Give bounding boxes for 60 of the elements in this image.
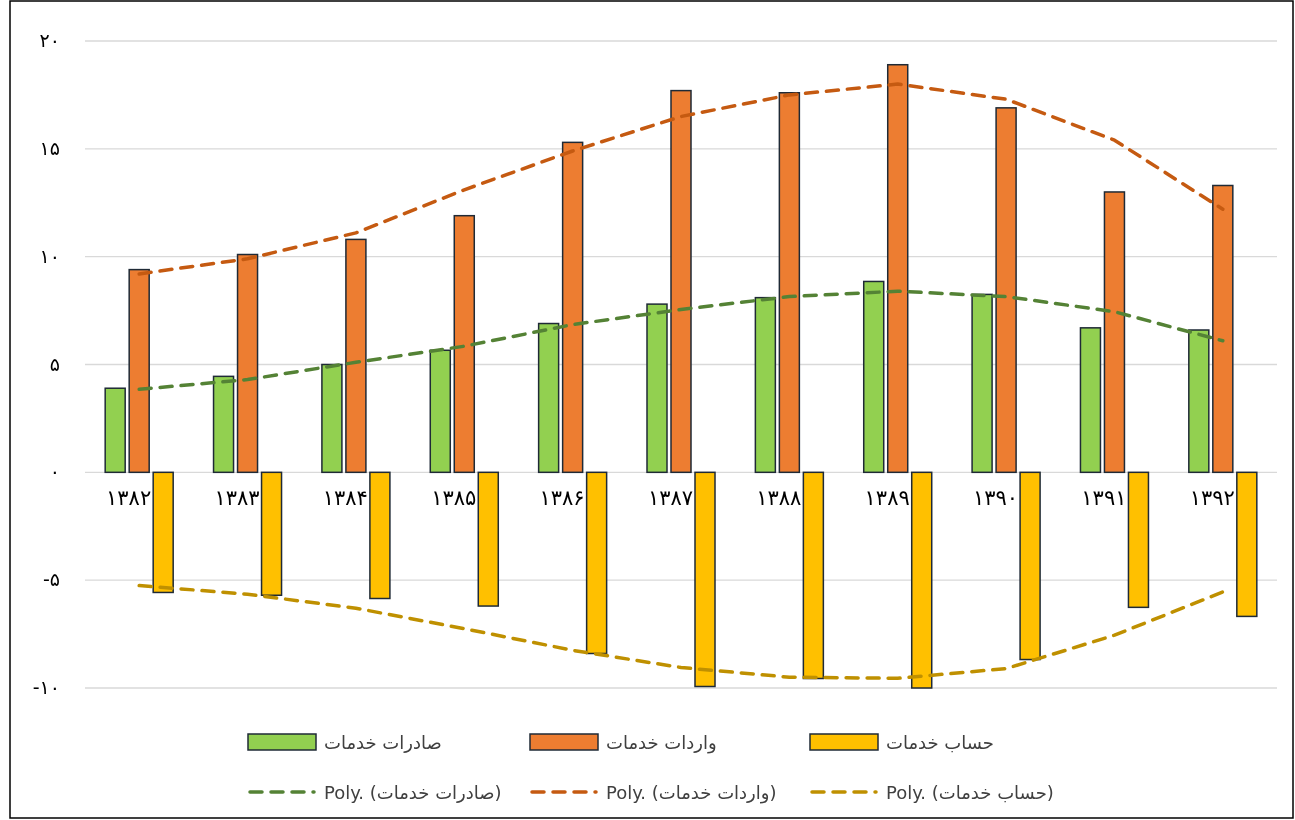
bar <box>862 280 885 474</box>
legend-label: واردات خدمات <box>606 732 717 754</box>
line-series <box>137 82 1225 276</box>
bar <box>104 387 126 474</box>
bar <box>128 268 150 474</box>
legend-label: Poly. (واردات خدمات) <box>606 782 777 804</box>
bar <box>1236 471 1258 618</box>
bar <box>429 349 452 474</box>
bar <box>477 471 500 607</box>
bar <box>345 238 367 474</box>
x-tick-label: ۱۳۸۲ <box>106 486 152 511</box>
bar <box>260 471 283 597</box>
bar <box>778 92 801 474</box>
x-tick-label: ۱۳۸۹ <box>864 486 910 511</box>
bar <box>802 471 825 680</box>
x-tick-label: ۱۳۹۱ <box>1081 486 1127 511</box>
bar <box>995 107 1017 474</box>
x-tick-label: ۱۳۸۶ <box>539 486 585 511</box>
bar <box>1212 184 1234 474</box>
y-tick-label: ۲۰ <box>39 29 60 51</box>
bar <box>152 471 174 594</box>
x-tick-label: ۱۳۸۳ <box>214 486 260 511</box>
x-tick-label: ۱۳۸۴ <box>322 486 368 511</box>
y-tick-label: ۱۵ <box>39 136 60 159</box>
bar <box>212 375 235 474</box>
bar <box>537 322 560 474</box>
y-tick-label: ۰ <box>49 460 60 483</box>
x-tick-label: ۱۳۹۲ <box>1189 486 1235 511</box>
bar <box>321 363 343 474</box>
x-tick-label: ۱۳۸۵ <box>431 486 477 511</box>
bar <box>1188 329 1210 474</box>
bar <box>585 471 608 655</box>
bar <box>754 296 777 474</box>
bar <box>453 214 476 474</box>
bar <box>670 89 692 474</box>
bar <box>1103 191 1126 474</box>
y-tick-label: -۱۰ <box>32 676 60 698</box>
bar <box>886 63 909 474</box>
legend-label: صادرات خدمات <box>324 732 442 753</box>
line-series <box>137 583 1225 681</box>
x-tick-label: ۱۳۸۷ <box>647 486 693 511</box>
y-tick-label: ۱۰ <box>39 244 60 267</box>
bar <box>236 253 259 474</box>
legend-label: Poly. (حساب خدمات) <box>886 782 1054 803</box>
y-tick-label: -۵ <box>42 568 60 591</box>
bar <box>910 471 933 689</box>
x-tick-label: ۱۳۸۸ <box>756 486 802 511</box>
bar <box>1127 471 1150 609</box>
bar <box>369 471 391 600</box>
bar <box>1019 471 1041 661</box>
legend-label: Poly. (صادرات خدمات) <box>324 782 502 803</box>
x-tick-label: ۱۳۹۰ <box>972 486 1019 511</box>
legend-label: حساب خدمات <box>886 732 994 753</box>
bar <box>561 141 584 474</box>
bar <box>1079 327 1102 474</box>
bar <box>971 293 993 474</box>
bar <box>646 303 668 474</box>
bar <box>694 471 716 688</box>
y-tick-label: ۵ <box>49 352 60 375</box>
line-series <box>137 289 1225 392</box>
